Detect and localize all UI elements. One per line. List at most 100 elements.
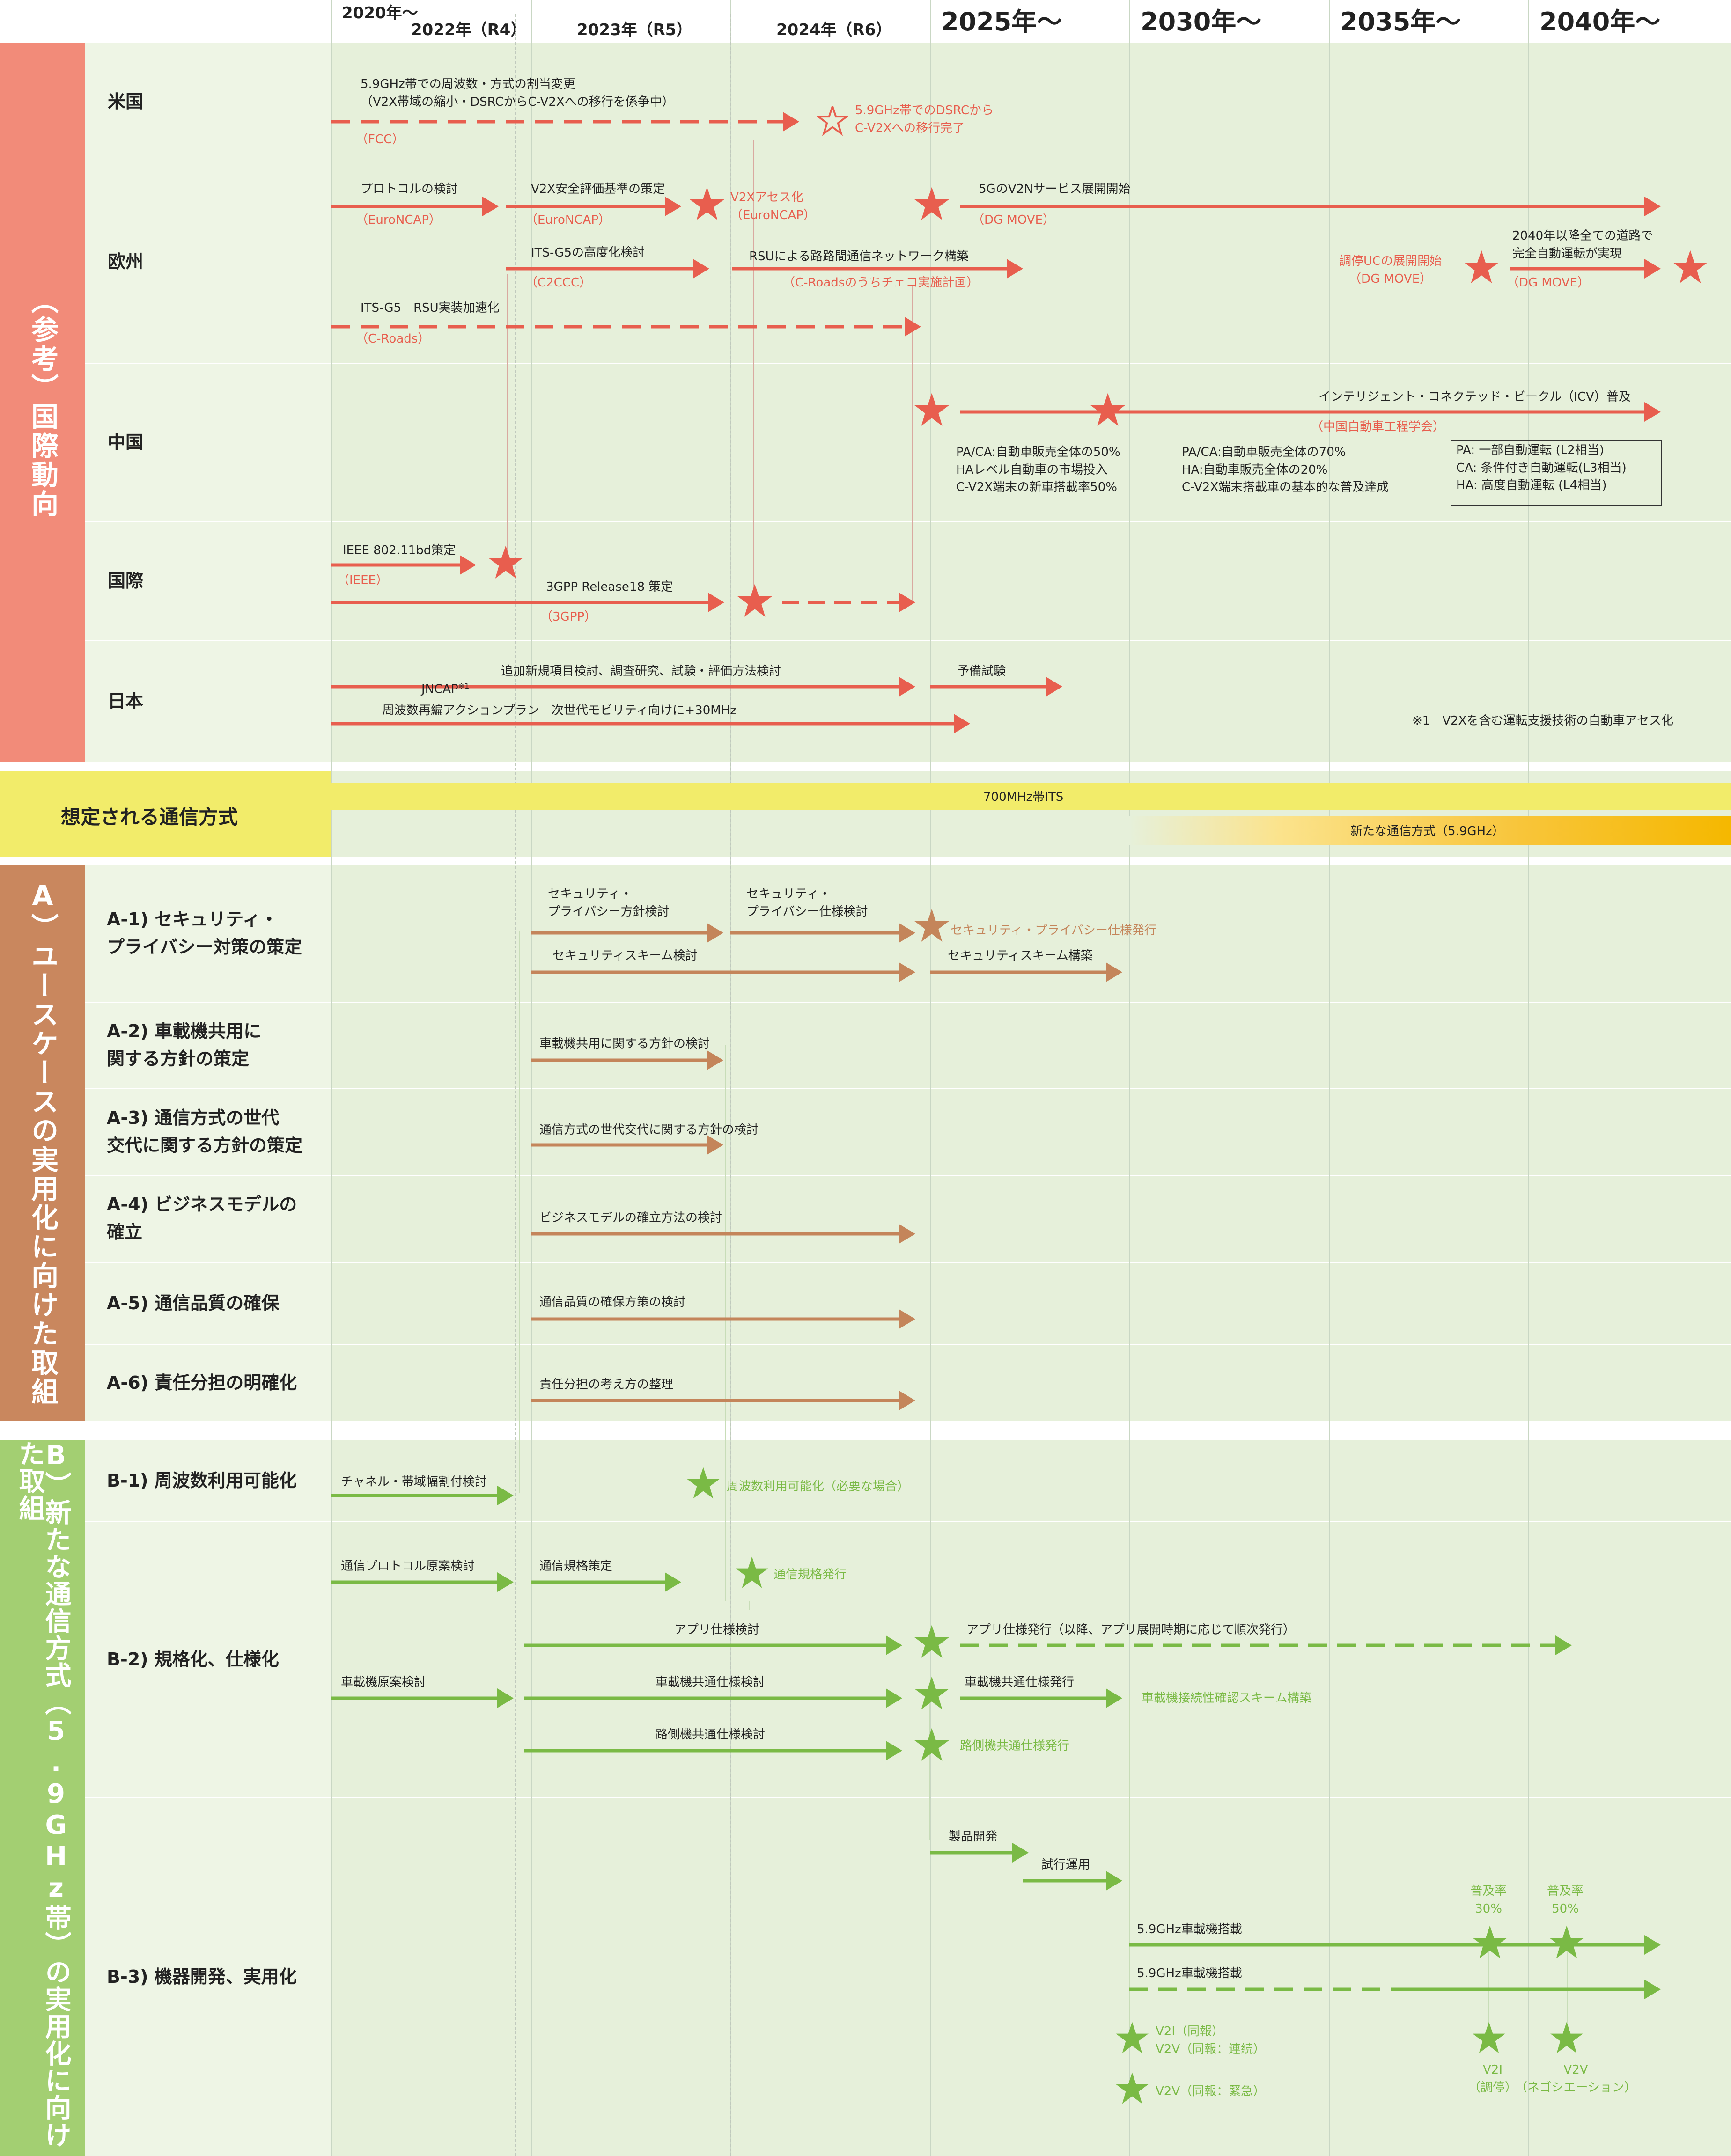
row-intl: 国際 (108, 570, 144, 591)
cn-icv: インテリジェント・コネクテッド・ビークル（ICV）普及 (1319, 390, 1631, 404)
a1-policy: セキュリティ・ プライバシー方針検討 (548, 887, 670, 919)
eu-itsg5-rsu-org: （C-Roads） (356, 332, 430, 346)
eu-protocol-org: （EuroNCAP） (356, 213, 442, 227)
year-2030: 2030年～ (1141, 7, 1262, 37)
its700-label: 700MHz帯ITS (983, 790, 1064, 804)
jp-jncap-name: JNCAP (421, 682, 458, 697)
row-a5: A-5) 通信品質の確保 (107, 1292, 280, 1313)
grid-2024-mid (730, 14, 731, 2156)
cn-milestone-2030: PA/CA:自動車販売全体の70% HA:自動車販売全体の20% C-V2X端末… (1182, 445, 1389, 495)
eu-v2n-org: （DG MOVE） (972, 213, 1055, 227)
row-a6: A-6) 責任分担の明確化 (107, 1372, 297, 1393)
band-b: B）新たな通信方式（5.9GHz帯）の実用化に向けた取組 (0, 1440, 85, 2156)
b2-obu-common: 車載機共通仕様検討 (656, 1675, 766, 1689)
row-us: 米国 (108, 91, 144, 112)
us-migration-done: 5.9GHz帯でのDSRCから C-V2Xへの移行完了 (855, 103, 994, 135)
b1-available: 周波数利用可能化（必要な場合） (727, 1480, 910, 1494)
b3-v2v-emergency: V2V（同報：緊急） (1156, 2084, 1266, 2098)
year-2025: 2025年～ (941, 7, 1062, 37)
us-fcc: （FCC） (356, 132, 405, 147)
eu-2040: 2040年以降全ての道路で 完全自動運転が実現 (1512, 229, 1653, 261)
a4-text: ビジネスモデルの確立方法の検討 (539, 1211, 722, 1225)
grid-2025 (930, 0, 931, 2156)
b3-dev: 製品開発 (949, 1830, 998, 1844)
intl-ieee: IEEE 802.11bd策定 (343, 543, 456, 557)
b2-std: 通信規格策定 (539, 1559, 613, 1573)
a1-build: セキュリティスキーム構築 (948, 949, 1093, 963)
year-2024: 2024年（R6） (776, 21, 892, 39)
ref-timeline-bg (331, 43, 1731, 762)
row-sep (85, 1344, 1731, 1345)
a-labels-bg (85, 865, 331, 1421)
jp-jncap-rest: 追加新規項目検討、調査研究、試験・評価方法検討 (501, 664, 781, 678)
cn-legend: PA: 一部自動運転 (L2相当) CA: 条件付き自動運転(L3相当) HA:… (1456, 443, 1627, 493)
grid-2030 (1129, 0, 1130, 2156)
a1-scheme: セキュリティスキーム検討 (552, 949, 698, 963)
eu-v2x-assess: V2Xアセス化 （EuroNCAP） (730, 191, 816, 222)
b3-obu2: 5.9GHz車載機搭載 (1137, 1966, 1242, 1980)
row-sep (85, 1088, 1731, 1089)
b2-obu-scheme: 車載機接続性確認スキーム構築 (1142, 1691, 1312, 1705)
b2-rsu-issue: 路側機共通仕様発行 (960, 1739, 1070, 1753)
grid-2040 (1528, 0, 1529, 2156)
eu-rsu-net: RSUによる路路間通信ネットワーク構築 (749, 249, 969, 264)
intl-3gpp: 3GPP Release18 策定 (546, 580, 673, 594)
its700-bar (331, 783, 1731, 810)
eu-itsg5: ITS-G5の高度化検討 (531, 246, 645, 260)
intl-ieee-org: （IEEE） (337, 573, 388, 587)
us-freq-change: 5.9GHz帯での周波数・方式の割当変更 （V2X帯域の縮小・DSRCからC-V… (361, 77, 674, 109)
year-2023: 2023年（R5） (577, 21, 692, 39)
b3-v2i-coop: V2I （調停） (1468, 2063, 1517, 2095)
eu-v2x-std-org: （EuroNCAP） (525, 213, 611, 227)
grid-2022 (531, 0, 532, 2156)
cn-milestone-2025: PA/CA:自動車販売全体の50% HAレベル自動車の市場投入 C-V2X端末の… (956, 445, 1120, 495)
year-2035: 2035年～ (1340, 7, 1461, 37)
jp-note: ※1 V2Xを含む運転支援技術の自動車アセス化 (1412, 714, 1673, 728)
b3-v2v-negotiation: V2V （ネゴシエーション） (1515, 2063, 1636, 2095)
b3-trial: 試行運用 (1041, 1858, 1090, 1872)
a2-text: 車載機共用に関する方針の検討 (539, 1037, 710, 1051)
eu-v2x-std: V2X安全評価基準の策定 (531, 182, 665, 196)
row-sep (85, 1797, 1731, 1798)
row-cn: 中国 (108, 432, 144, 453)
a1-spec: セキュリティ・ プライバシー仕様検討 (746, 887, 868, 919)
b3-v2i-v2v: V2I（同報） V2V（同報：連続） (1156, 2024, 1266, 2056)
year-2020: 2020年～ (342, 4, 418, 22)
eu-itsg5-org: （C2CCC） (525, 276, 592, 290)
row-sep (85, 363, 1731, 364)
band-comm-bg (0, 771, 331, 857)
a1-issue: セキュリティ・プライバシー仕様発行 (950, 924, 1156, 938)
band-comm: 想定される通信方式 (61, 806, 238, 829)
eu-protocol: プロトコルの検討 (361, 182, 458, 196)
row-a1: A-1) セキュリティ・ プライバシー対策の策定 (107, 909, 302, 957)
section-gap (0, 762, 1731, 771)
section-gap (0, 857, 1731, 865)
new59-label: 新たな通信方式（5.9GHz） (1350, 824, 1504, 838)
row-a4: A-4) ビジネスモデルの 確立 (107, 1194, 297, 1242)
b3-obu1: 5.9GHz車載機搭載 (1137, 1922, 1242, 1936)
row-b2: B-2) 規格化、仕様化 (107, 1649, 279, 1670)
row-sep (85, 1175, 1731, 1176)
jp-freq-plan: 周波数再編アクションプラン 次世代モビリティ向けに+30MHz (382, 704, 737, 718)
grid-2022-mid (515, 14, 516, 2156)
a-timeline-bg (331, 865, 1731, 1421)
row-sep (85, 1521, 1731, 1522)
b1-channel: チャネル・帯域幅割付検討 (341, 1475, 487, 1489)
b2-obu-issue: 車載機共通仕様発行 (965, 1675, 1075, 1689)
eu-2040-org: （DG MOVE） (1507, 276, 1590, 290)
b2-proto: 通信プロトコル原案検討 (341, 1559, 475, 1573)
eu-rsu-net-org: （C-Roadsのうちチェコ実施計画） (783, 276, 979, 290)
cn-icv-org: （中国自動車工程学会） (1311, 420, 1445, 434)
band-a: A）ユースケースの実用化に向けた取組 (0, 865, 85, 1421)
row-a3: A-3) 通信方式の世代 交代に関する方針の策定 (107, 1107, 303, 1156)
b2-app-issue: アプリ仕様発行（以降、アプリ展開時期に応じて順次発行） (966, 1623, 1296, 1637)
new59-bar (1129, 816, 1731, 845)
intl-3gpp-org: （3GPP） (540, 610, 597, 624)
jp-jncap: JNCAP※1 (421, 663, 469, 698)
jp-pretest: 予備試験 (957, 664, 1006, 678)
row-b3: B-3) 機器開発、実用化 (107, 1966, 297, 1987)
ref-labels-bg (85, 43, 331, 762)
b3-p50: 普及率 50% (1547, 1884, 1584, 1916)
year-2040: 2040年～ (1539, 7, 1661, 37)
